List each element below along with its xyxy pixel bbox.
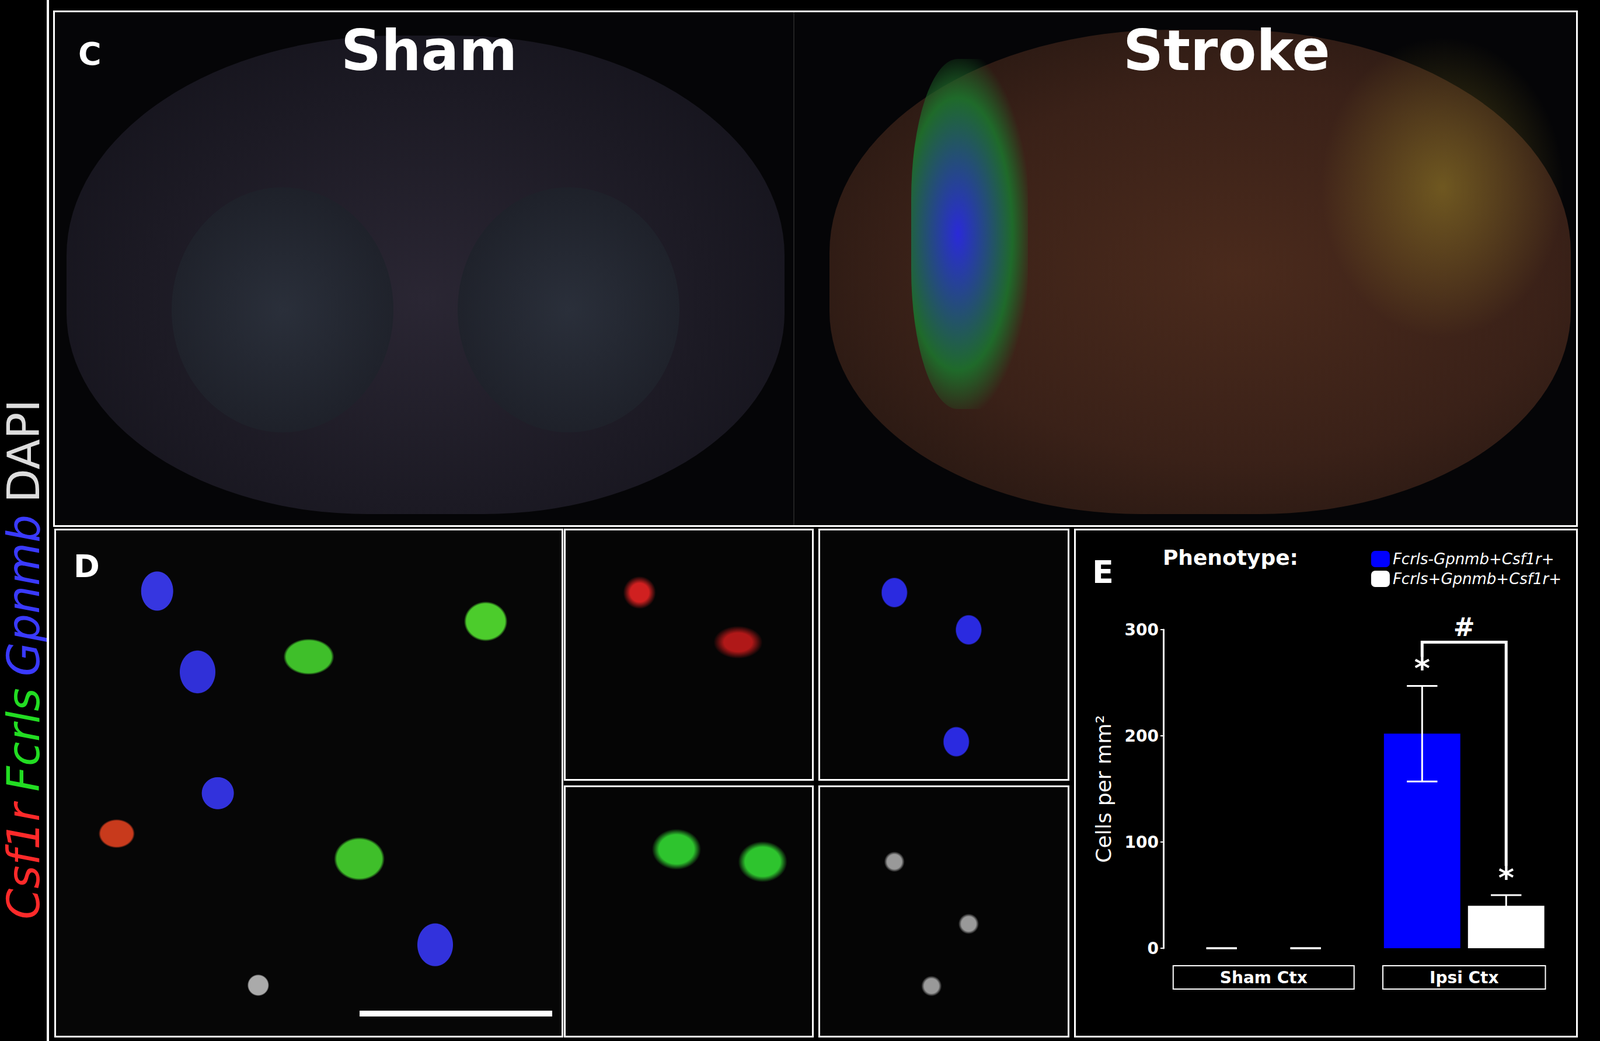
svg-text:Sham Ctx: Sham Ctx bbox=[1219, 968, 1308, 988]
svg-text:300: 300 bbox=[1124, 620, 1159, 640]
svg-text:0: 0 bbox=[1147, 939, 1159, 959]
html-text:D: D bbox=[73, 548, 100, 585]
svg-text:200: 200 bbox=[1124, 726, 1159, 747]
html-text:Sham: Sham bbox=[340, 18, 518, 84]
svg-text:Cells per mm²: Cells per mm² bbox=[1091, 715, 1116, 863]
svg-text:#: # bbox=[1453, 612, 1476, 643]
html-text:E: E bbox=[1092, 553, 1114, 591]
html-text:C: C bbox=[78, 35, 102, 73]
svg-text:Fcrls+Gpnmb+Csf1r+: Fcrls+Gpnmb+Csf1r+ bbox=[1392, 570, 1562, 588]
svg-text:100: 100 bbox=[1124, 832, 1159, 853]
svg-text:Ipsi Ctx: Ipsi Ctx bbox=[1429, 968, 1499, 988]
svg-text:Phenotype:: Phenotype: bbox=[1162, 545, 1299, 570]
html-text:Stroke: Stroke bbox=[1123, 18, 1331, 84]
svg-text:Fcrls-Gpnmb+Csf1r+: Fcrls-Gpnmb+Csf1r+ bbox=[1392, 550, 1555, 568]
